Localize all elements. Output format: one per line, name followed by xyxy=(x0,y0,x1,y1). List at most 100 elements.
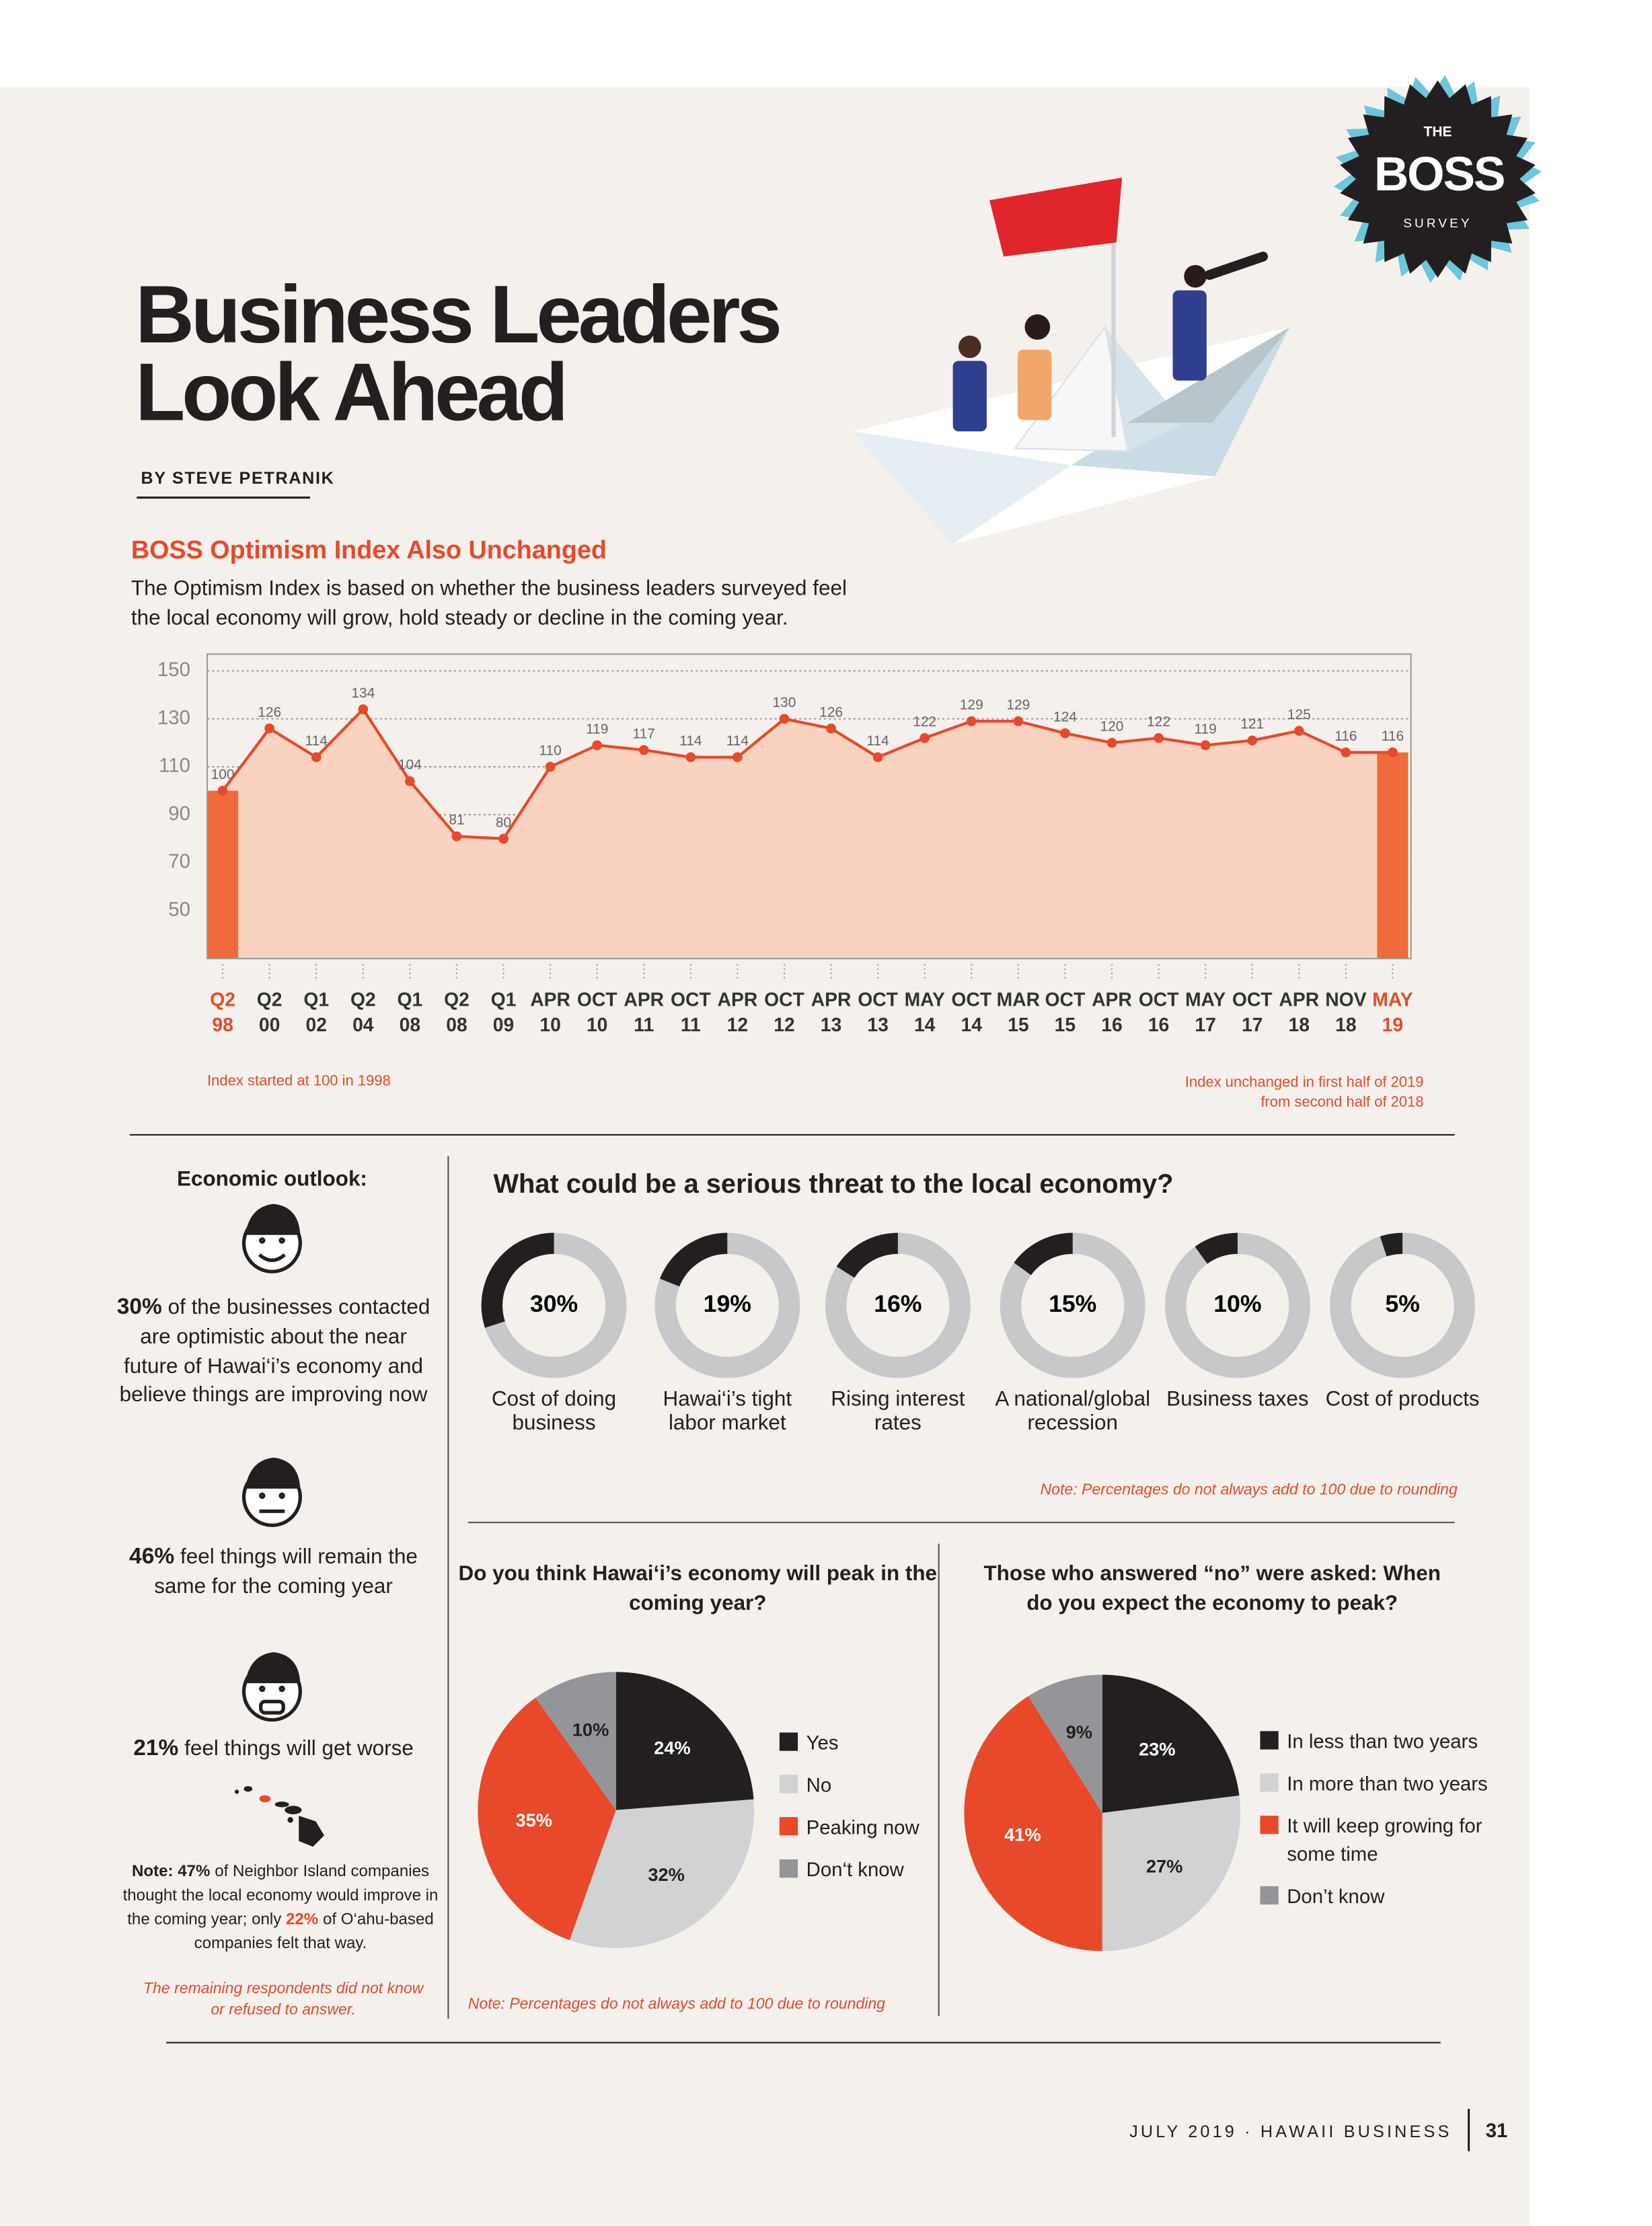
outlook-value: 46% xyxy=(129,1545,175,1569)
point xyxy=(1060,728,1070,739)
point xyxy=(1247,735,1258,745)
point xyxy=(545,762,556,772)
x-tick-label: 09 xyxy=(493,1014,514,1035)
pie-slice xyxy=(1028,1674,1102,1813)
legend-label: Yes xyxy=(806,1731,839,1754)
chart-note: Note: Percentages do not always add to 1… xyxy=(1040,1481,1458,1499)
legend-swatch xyxy=(779,1775,798,1793)
x-tick-label: APR xyxy=(1279,988,1319,1010)
data-label: 125 xyxy=(1287,707,1311,722)
data-label: 119 xyxy=(586,721,608,737)
legend-label: In more than two years xyxy=(1287,1772,1488,1795)
category-label: Rising interest rates xyxy=(831,1387,965,1436)
x-tick-label: 14 xyxy=(914,1014,936,1035)
point xyxy=(358,704,369,714)
x-tick-label: 16 xyxy=(1101,1014,1122,1035)
x-tick-label: 16 xyxy=(1148,1014,1169,1035)
person xyxy=(1017,349,1052,420)
legend-label: It will keep growing for some time xyxy=(1287,1814,1482,1865)
legend-swatch xyxy=(1260,1731,1279,1750)
y-tick-label: 130 xyxy=(157,706,190,729)
chart-title: Do you think Hawai‘i’s economy will peak… xyxy=(458,1561,938,1616)
point xyxy=(498,833,509,844)
boat-facet xyxy=(852,431,1072,544)
data-label: 120 xyxy=(1100,719,1124,735)
x-tick-label: 00 xyxy=(259,1014,280,1035)
note-part: Note: 47% xyxy=(131,1863,211,1881)
value-label: 10% xyxy=(1213,1290,1261,1317)
data-label: 114 xyxy=(305,733,328,749)
data-label: 134 xyxy=(351,685,375,701)
outlook-item: 46% feel things will remain the same for… xyxy=(116,1544,431,1602)
point xyxy=(685,752,696,762)
x-tick-label: 17 xyxy=(1242,1014,1263,1035)
data-label: 80 xyxy=(496,815,511,830)
point xyxy=(872,752,883,762)
outlook-value: 30% xyxy=(116,1295,162,1320)
data-label: 104 xyxy=(398,757,422,773)
donut-arc xyxy=(1195,1232,1238,1264)
face-icon xyxy=(241,1203,302,1273)
pie-slice xyxy=(569,1799,755,1949)
value-label: 15% xyxy=(1049,1290,1096,1317)
x-tick-label: 15 xyxy=(1055,1014,1076,1035)
donut-track xyxy=(1330,1232,1476,1378)
point xyxy=(1154,733,1164,743)
x-tick-label: 10 xyxy=(587,1014,607,1035)
data-label: 126 xyxy=(258,704,281,720)
outlook-text: feel things will get worse xyxy=(178,1736,414,1761)
legend-label: In less than two years xyxy=(1287,1730,1478,1752)
pie-slice xyxy=(535,1672,616,1810)
boat-deck xyxy=(1127,327,1290,423)
data-label: 81 xyxy=(449,813,464,828)
value-label: 9% xyxy=(1066,1721,1092,1742)
donut-arc xyxy=(659,1232,728,1287)
value-label: 16% xyxy=(874,1290,922,1317)
point xyxy=(1013,716,1024,727)
data-label: 114 xyxy=(679,733,702,749)
data-label: 130 xyxy=(773,695,796,710)
boat-illustration xyxy=(852,178,1290,544)
x-tick-label: APR xyxy=(1092,988,1132,1010)
value-label: 10% xyxy=(572,1719,609,1740)
point xyxy=(592,740,603,751)
value-label: 27% xyxy=(1146,1856,1183,1877)
point xyxy=(217,786,228,796)
x-tick-label: 11 xyxy=(681,1014,701,1035)
x-tick-label: 19 xyxy=(1382,1014,1403,1035)
x-tick-label: 98 xyxy=(212,1014,233,1035)
outlook-text: of the businesses contacted are optimist… xyxy=(119,1295,430,1408)
outlook-item: 21% feel things will get worse xyxy=(116,1736,431,1765)
donut-arc xyxy=(481,1232,555,1328)
x-tick-label: OCT xyxy=(858,988,898,1010)
footer-page: 31 xyxy=(1485,2118,1508,2142)
legend-swatch xyxy=(779,1859,798,1878)
category-label: A national/global recession xyxy=(995,1387,1151,1436)
point xyxy=(1388,747,1398,757)
point xyxy=(638,745,649,755)
legend-label: No xyxy=(806,1773,832,1796)
x-tick-label: Q1 xyxy=(303,988,329,1010)
outlook-text: feel things will remain the same for the… xyxy=(154,1545,418,1598)
x-tick-label: MAY xyxy=(905,988,945,1010)
legend: Yes No Peaking now Don‘t know xyxy=(779,1728,963,1884)
note-part: of Neighbor Island companies thought the… xyxy=(122,1863,439,1929)
legend-label: Peaking now xyxy=(806,1816,919,1839)
legend-item: Yes xyxy=(779,1728,963,1756)
person xyxy=(1172,290,1207,381)
data-label: 129 xyxy=(1006,698,1030,713)
pie-slice xyxy=(615,1672,754,1810)
area xyxy=(223,709,1393,959)
x-tick-label: APR xyxy=(811,988,852,1010)
data-label: 116 xyxy=(1335,729,1357,744)
person-head xyxy=(958,335,981,359)
point xyxy=(1200,740,1211,751)
x-tick-label: OCT xyxy=(577,988,617,1010)
legend-item: Peaking now xyxy=(779,1813,963,1841)
islands-map xyxy=(234,1786,324,1847)
x-tick-label: OCT xyxy=(1232,988,1273,1010)
highlight-bar xyxy=(207,790,239,959)
legend-swatch xyxy=(779,1817,798,1836)
point xyxy=(966,716,977,727)
